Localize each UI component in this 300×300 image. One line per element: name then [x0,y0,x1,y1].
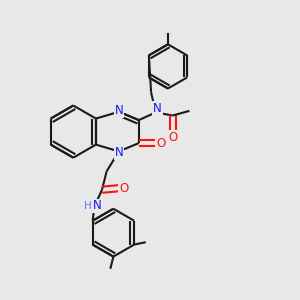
Text: N: N [115,146,123,159]
Text: O: O [119,182,128,195]
Text: O: O [169,131,178,144]
Text: N: N [93,200,102,212]
Text: H: H [84,201,92,211]
Text: N: N [153,102,162,115]
Text: O: O [156,136,165,150]
Text: N: N [115,104,123,117]
